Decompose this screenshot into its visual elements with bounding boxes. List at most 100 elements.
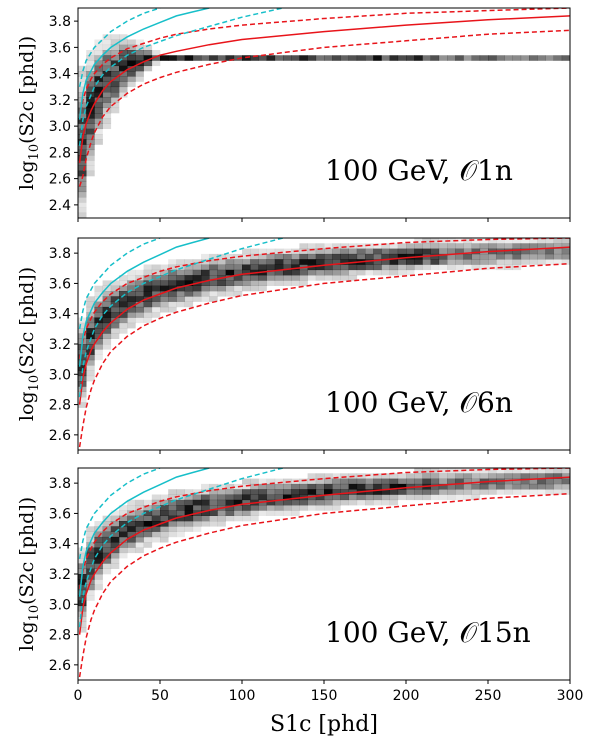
heatmap-cell bbox=[226, 286, 235, 292]
heatmap-cell bbox=[242, 505, 251, 511]
heatmap-cell bbox=[111, 87, 120, 93]
heatmap-cell bbox=[193, 296, 202, 302]
heatmap-cell bbox=[144, 521, 153, 527]
heatmap-cell bbox=[340, 55, 349, 61]
heatmap-cell bbox=[291, 259, 300, 265]
heatmap-cell bbox=[316, 55, 325, 61]
heatmap-cell bbox=[283, 500, 292, 506]
heatmap-cell bbox=[291, 280, 300, 286]
heatmap-cell bbox=[78, 150, 87, 156]
heatmap-cell bbox=[217, 280, 226, 286]
heatmap-cell bbox=[422, 489, 431, 495]
y-tick-label: 3.2 bbox=[49, 93, 71, 109]
heatmap-cell bbox=[103, 103, 112, 109]
heatmap-cell bbox=[135, 71, 144, 77]
heatmap-cell bbox=[332, 254, 341, 260]
heatmap-cell bbox=[78, 192, 87, 198]
heatmap-cell bbox=[447, 495, 456, 501]
heatmap-cell bbox=[144, 270, 153, 276]
heatmap-cell bbox=[234, 286, 243, 292]
heatmap-cell bbox=[373, 249, 382, 255]
heatmap-cell bbox=[103, 92, 112, 98]
heatmap-cell bbox=[447, 473, 456, 479]
heatmap-cell bbox=[365, 495, 374, 501]
heatmap-cell bbox=[127, 40, 136, 46]
heatmap-cell bbox=[94, 286, 103, 292]
heatmap-cell bbox=[299, 489, 308, 495]
heatmap-cell bbox=[135, 537, 144, 543]
heatmap-cell bbox=[537, 259, 546, 265]
y-tick-label: 2.4 bbox=[49, 198, 71, 214]
heatmap-cell bbox=[111, 45, 120, 51]
heatmap-cell bbox=[193, 291, 202, 297]
heatmap-cell bbox=[398, 55, 407, 61]
y-tick-label: 3.2 bbox=[49, 567, 71, 583]
heatmap-cell bbox=[365, 479, 374, 485]
heatmap-cell bbox=[340, 265, 349, 271]
heatmap-cell bbox=[209, 495, 218, 501]
heatmap-cell bbox=[406, 55, 415, 61]
heatmap-cell bbox=[414, 55, 423, 61]
heatmap-cell bbox=[94, 139, 103, 145]
heatmap-cell bbox=[234, 259, 243, 265]
heatmap-cell bbox=[217, 516, 226, 522]
heatmap-cell bbox=[357, 479, 366, 485]
heatmap-cell bbox=[365, 249, 374, 255]
heatmap-cell bbox=[316, 489, 325, 495]
heatmap-cell bbox=[209, 521, 218, 527]
heatmap-cell bbox=[103, 97, 112, 103]
heatmap-cell bbox=[562, 254, 571, 260]
heatmap-cell bbox=[422, 243, 431, 249]
heatmap-cell bbox=[472, 473, 481, 479]
heatmap-cell bbox=[267, 254, 276, 260]
heatmap-cell bbox=[521, 484, 530, 490]
heatmap-cell bbox=[283, 510, 292, 516]
heatmap-cell bbox=[127, 296, 136, 302]
heatmap-cell bbox=[152, 50, 161, 56]
heatmap-cell bbox=[127, 76, 136, 82]
y-tick-label: 3.8 bbox=[49, 476, 71, 492]
heatmap-cell bbox=[554, 249, 563, 255]
heatmap-cell bbox=[135, 318, 144, 324]
heatmap-cell bbox=[144, 50, 153, 56]
heatmap-cell bbox=[176, 532, 185, 538]
heatmap-cell bbox=[119, 328, 128, 334]
heatmap-cell bbox=[144, 516, 153, 522]
heatmap-cell bbox=[349, 270, 358, 276]
heatmap-cell bbox=[234, 516, 243, 522]
heatmap-cell bbox=[242, 516, 251, 522]
y-tick-label: 2.8 bbox=[49, 628, 71, 644]
heatmap-cell bbox=[119, 548, 128, 554]
heatmap-cell bbox=[422, 468, 431, 474]
heatmap-cell bbox=[267, 510, 276, 516]
heatmap-cell bbox=[226, 265, 235, 271]
heatmap-cell bbox=[250, 286, 259, 292]
heatmap-cell bbox=[103, 333, 112, 339]
heatmap-cell bbox=[275, 505, 284, 511]
heatmap-cell bbox=[299, 55, 308, 61]
heatmap-cell bbox=[554, 484, 563, 490]
heatmap-cell bbox=[308, 243, 317, 249]
heatmap-cell bbox=[209, 500, 218, 506]
heatmap-cell bbox=[275, 280, 284, 286]
heatmap-cell bbox=[414, 259, 423, 265]
heatmap-cell bbox=[267, 265, 276, 271]
heatmap-cell bbox=[463, 55, 472, 61]
heatmap-cell bbox=[398, 495, 407, 501]
heatmap-cell bbox=[267, 484, 276, 490]
heatmap-cell bbox=[94, 318, 103, 324]
heatmap-cell bbox=[554, 479, 563, 485]
heatmap-cell bbox=[86, 129, 95, 135]
heatmap-cell bbox=[267, 55, 276, 61]
heatmap-cell bbox=[504, 479, 513, 485]
heatmap-cell bbox=[308, 500, 317, 506]
heatmap-cell bbox=[209, 265, 218, 271]
heatmap-cell bbox=[201, 55, 210, 61]
heatmap-cell bbox=[349, 484, 358, 490]
heatmap-cell bbox=[283, 489, 292, 495]
x-tick-label: 300 bbox=[557, 688, 584, 704]
heatmap-cell bbox=[529, 254, 538, 260]
heatmap-cell bbox=[217, 500, 226, 506]
heatmap-cell bbox=[127, 312, 136, 318]
heatmap-cell bbox=[488, 254, 497, 260]
